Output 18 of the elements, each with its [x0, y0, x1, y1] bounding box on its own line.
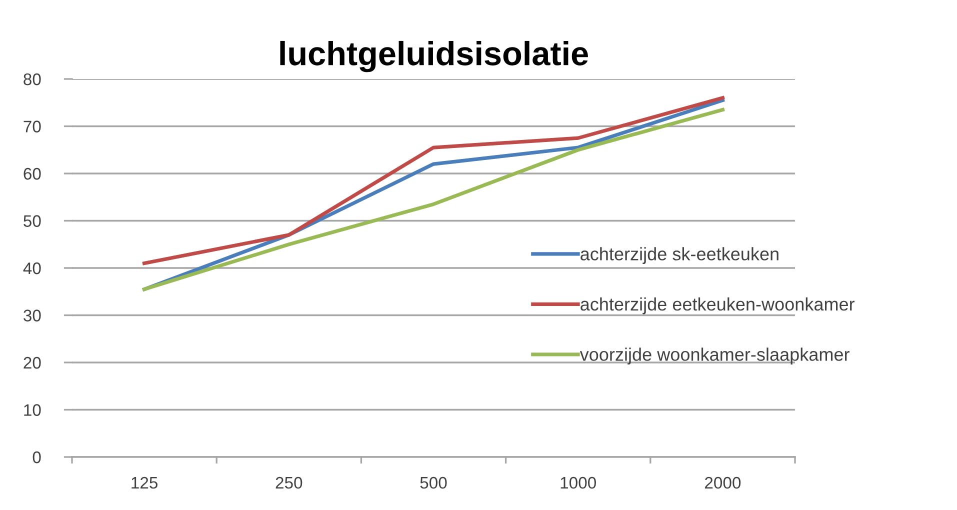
legend-label: achterzijde sk-eetkeuken	[580, 247, 778, 264]
chart-title: luchtgeluidsisolatie	[280, 40, 588, 72]
y-tick-label: 60	[24, 168, 41, 180]
y-tick-label: 50	[24, 215, 41, 227]
y-tick-label: 20	[24, 356, 41, 369]
y-tick-label: 40	[23, 262, 41, 274]
y-tick-label: 0	[32, 451, 41, 464]
x-tick-label: 2000	[705, 476, 741, 489]
y-tick-label: 30	[24, 310, 41, 322]
y-tick-label: 10	[24, 404, 41, 416]
y-tick-label: 70	[24, 120, 41, 132]
x-tick-label: 250	[276, 476, 302, 489]
y-tick-label: 80	[24, 73, 41, 86]
legend-label: achterzijde eetkeuken-woonkamer	[580, 297, 855, 314]
x-tick-label: 1000	[560, 476, 596, 489]
x-tick-label: 125	[132, 476, 158, 489]
x-tick-label: 500	[420, 476, 447, 489]
legend-label: voorzijde woonkamer-slaapkamer	[580, 348, 850, 364]
